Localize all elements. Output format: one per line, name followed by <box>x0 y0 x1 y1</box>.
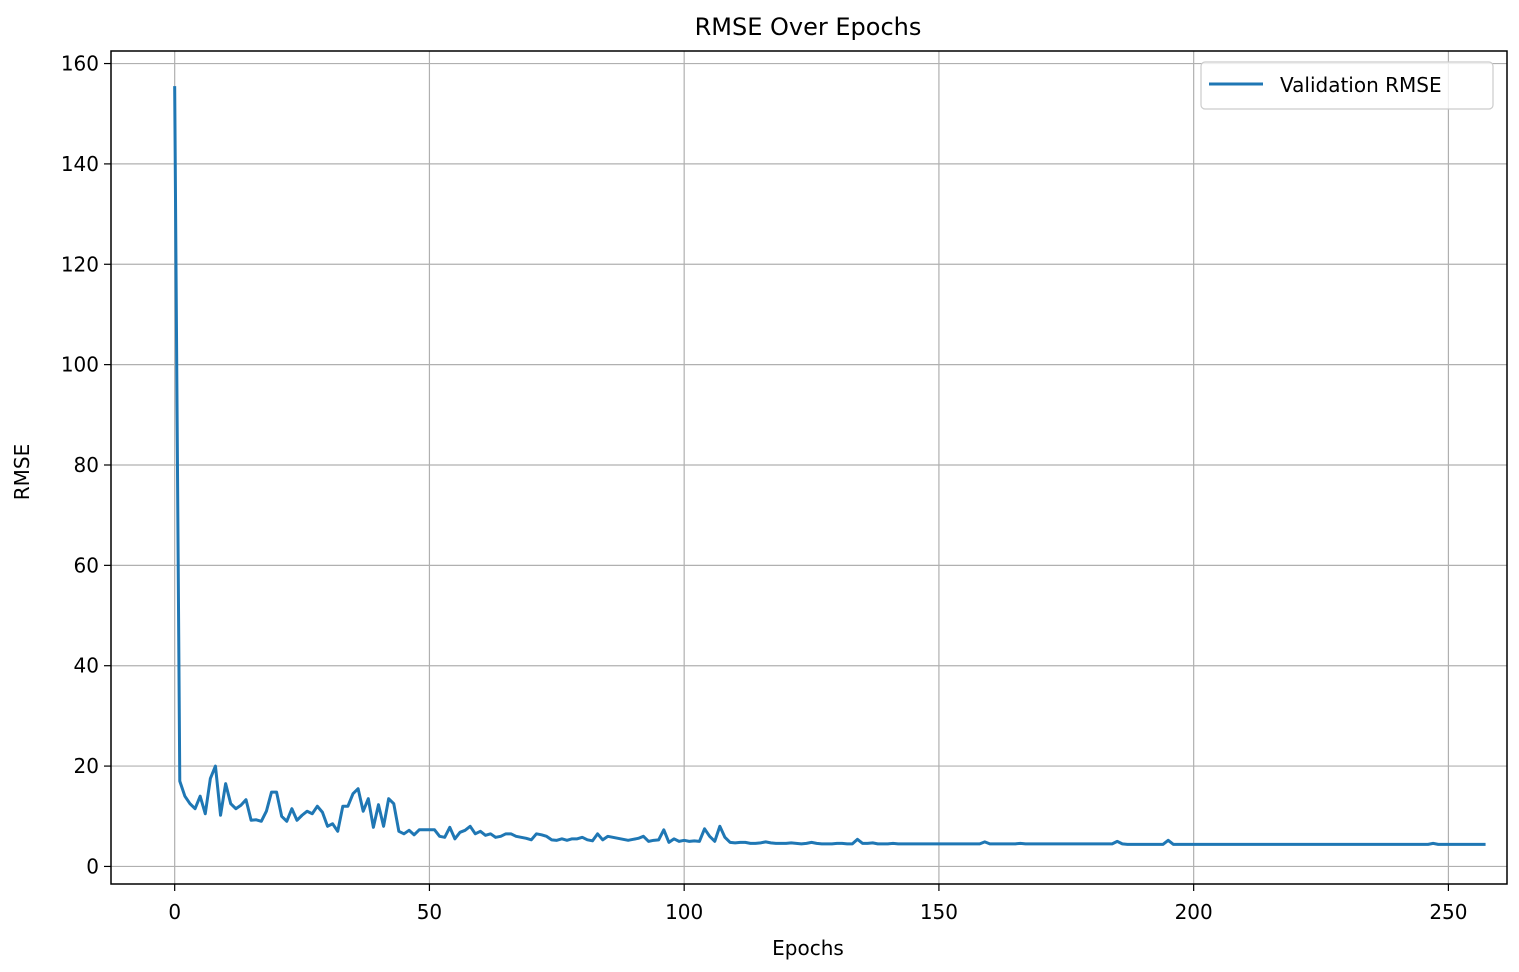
series-line-validation-rmse <box>173 86 1486 846</box>
x-tick-label: 250 <box>1429 900 1467 924</box>
y-tick-label: 100 <box>61 353 99 377</box>
x-tick-label: 200 <box>1175 900 1213 924</box>
x-tick-label: 0 <box>168 900 181 924</box>
chart-title: RMSE Over Epochs <box>695 13 922 41</box>
legend-box <box>1200 61 1494 110</box>
x-tick-label: 150 <box>920 900 958 924</box>
legend: Validation RMSE <box>1200 61 1494 110</box>
x-ticks: 0 50 100 150 200 250 <box>168 884 1468 924</box>
y-axis-title: RMSE <box>10 444 34 500</box>
y-tick-label: 140 <box>61 152 99 176</box>
y-tick-label: 80 <box>74 453 99 477</box>
y-tick-label: 40 <box>74 654 99 678</box>
x-tick-label: 50 <box>417 900 442 924</box>
plot-frame <box>110 50 1508 885</box>
y-tick-label: 160 <box>61 52 99 76</box>
y-ticks: 0 20 40 60 80 100 120 140 160 <box>61 52 111 878</box>
legend-label-validation-rmse: Validation RMSE <box>1280 73 1442 97</box>
grid-layer <box>111 51 1507 884</box>
y-tick-label: 120 <box>61 252 99 276</box>
series-layer <box>173 86 1486 846</box>
y-tick-label: 20 <box>74 754 99 778</box>
x-axis-title: Epochs <box>772 936 844 960</box>
x-tick-label: 100 <box>665 900 703 924</box>
y-tick-label: 60 <box>74 553 99 577</box>
y-tick-label: 0 <box>86 854 99 878</box>
